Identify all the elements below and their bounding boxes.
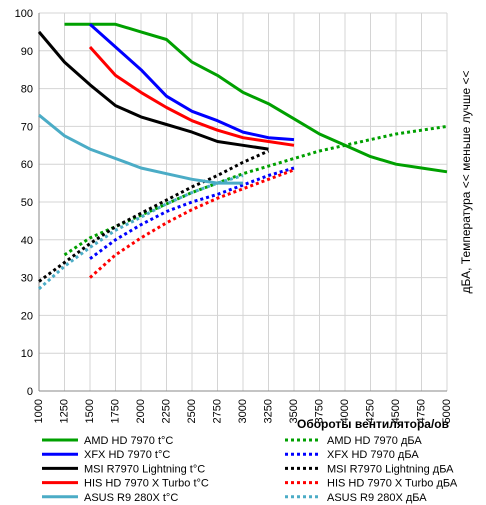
x-tick-label: 3500 (288, 399, 300, 423)
legend-label: AMD HD 7970 t°C (84, 435, 173, 447)
x-tick-label: 4500 (390, 399, 402, 423)
legend-label: HIS HD 7970 X Turbo дБА (327, 478, 458, 490)
series-group (37, 22, 448, 291)
y-tick-label: 100 (15, 8, 33, 20)
y-tick-label: 80 (21, 84, 33, 96)
x-tick-label: 1750 (110, 399, 122, 423)
legend-label: XFX HD 7970 дБА (327, 449, 419, 461)
x-tick-label: 3750 (314, 399, 326, 423)
x-tick-label: 4000 (339, 399, 351, 423)
series-line-asus-r9-280x-dotted (38, 174, 244, 291)
x-tick-label: 2000 (135, 399, 147, 423)
x-tick-label: 1500 (84, 399, 96, 423)
x-tick-label: 1000 (33, 399, 45, 423)
tick-labels: 0 10 20 30 40 50 60 70 80 90 100 1000 1250 1500 1750 20… (15, 8, 453, 423)
legend-label: ASUS R9 280X t°C (84, 492, 178, 504)
x-tick-label: 1250 (59, 399, 71, 423)
x-tick-label: 2750 (212, 399, 224, 423)
series-line-asus-r9-280x-t-c-solid (38, 113, 243, 185)
series-line-xfx-hd-7970-t-c-solid (89, 23, 295, 142)
series-line-msi-r7970-lightning-t-c-solid (37, 30, 269, 151)
legend-label: HIS HD 7970 X Turbo t°C (84, 478, 209, 490)
x-tick-label: 2500 (186, 399, 198, 423)
y-tick-label: 20 (21, 310, 33, 322)
series-line-his-hd-7970-x-turbo-dotted (89, 168, 295, 279)
axes (38, 13, 447, 392)
x-tick-label: 3000 (237, 399, 249, 423)
legend-label: AMD HD 7970 дБА (327, 435, 422, 447)
x-tick-label: 3250 (263, 399, 275, 423)
y-axis-label: дБА, Температура << меньше лучше << (459, 71, 473, 294)
legend-label: ASUS R9 280X дБА (327, 492, 427, 504)
series-line-his-hd-7970-x-turbo-t-c-solid (88, 45, 295, 147)
x-tick-label: 4250 (365, 399, 377, 423)
series-line-msi-r7970-lightning-dotted (38, 149, 270, 283)
y-tick-label: 90 (21, 46, 33, 58)
x-axis-label: Обороты вентилятора/ов (297, 417, 449, 431)
y-tick-label: 40 (21, 235, 33, 247)
x-tick-label: 5000 (441, 399, 453, 423)
legend-label: MSI R7970 Lightning t°C (84, 463, 205, 475)
legend: AMD HD 7970 t°C XFX HD 7970 t°C MSI R7970 … (42, 435, 458, 504)
x-tick-label: 4750 (416, 399, 428, 423)
y-tick-label: 50 (21, 197, 33, 209)
legend-label: MSI R7970 Lightning дБА (327, 463, 454, 475)
y-tick-label: 60 (21, 159, 33, 171)
y-tick-label: 10 (21, 348, 33, 360)
y-tick-label: 0 (27, 386, 33, 398)
y-tick-label: 70 (21, 121, 33, 133)
grid (38, 12, 448, 392)
y-tick-label: 30 (21, 273, 33, 285)
x-tick-label: 2250 (161, 399, 173, 423)
legend-label: XFX HD 7970 t°C (84, 449, 170, 461)
series-line-amd-hd-7970-t-c-solid (64, 22, 448, 174)
